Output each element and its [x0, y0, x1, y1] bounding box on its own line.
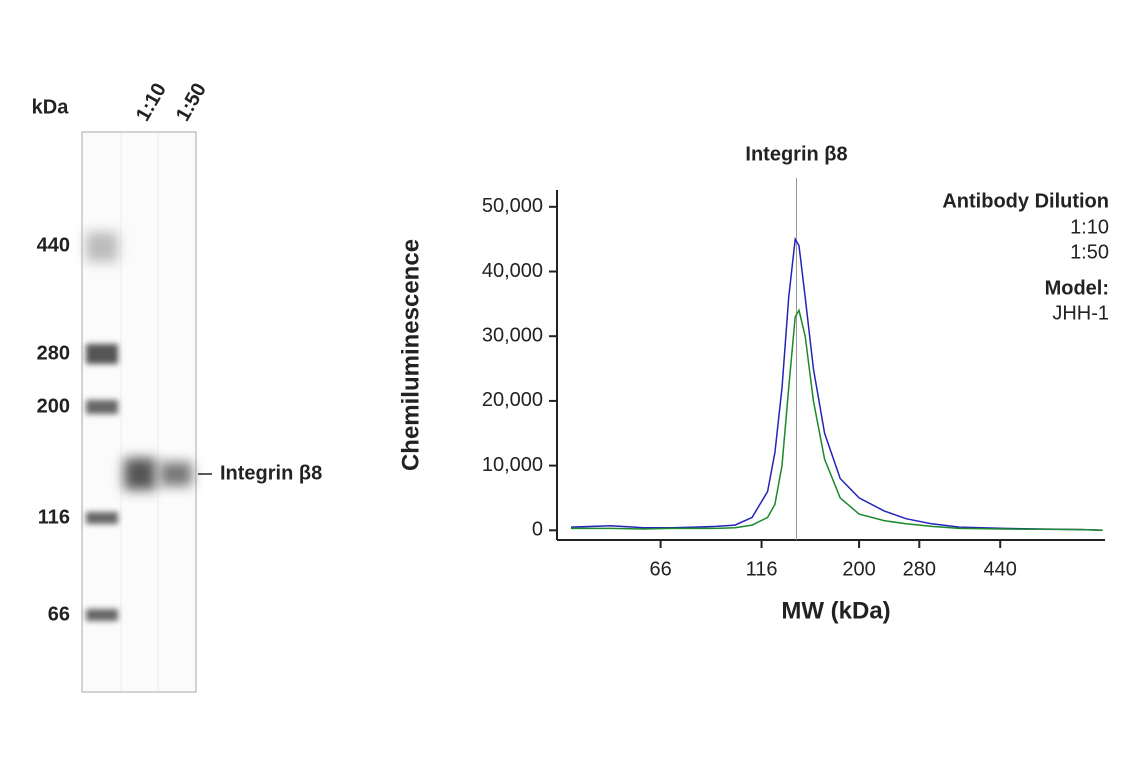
x-tick-label: 66 [649, 558, 671, 580]
ladder-band [86, 512, 118, 524]
x-tick-label: 200 [842, 558, 875, 580]
marker-label: 116 [38, 506, 70, 528]
kda-label: kDa [32, 96, 70, 118]
x-tick-label: 116 [746, 558, 778, 580]
y-axis-label: Chemiluminescence [397, 239, 424, 471]
ladder-band [86, 609, 118, 621]
ladder-band [86, 344, 118, 364]
ladder-band [86, 232, 118, 262]
x-tick-label: 440 [984, 558, 1017, 580]
blot: kDa 1:10 1:50 440 280 200 116 66 Integri… [32, 79, 322, 693]
series-line [570, 236, 1103, 532]
sample-band [124, 458, 156, 490]
legend-title: Antibody Dilution [942, 190, 1109, 212]
legend-entry: 1:10 [1070, 216, 1109, 238]
marker-label: 66 [48, 603, 70, 625]
marker-label: 440 [37, 234, 70, 256]
band-label: Integrin β8 [220, 462, 322, 484]
x-axis-label: MW (kDa) [781, 597, 890, 624]
y-tick-label: 40,000 [482, 260, 543, 282]
annotation-label: Integrin β8 [745, 143, 847, 165]
y-tick-label: 0 [532, 519, 543, 541]
sample-band [160, 462, 192, 486]
y-tick-label: 50,000 [482, 195, 543, 217]
lane-label: 1:10 [132, 79, 171, 125]
y-tick-label: 20,000 [482, 389, 543, 411]
marker-label: 200 [37, 395, 70, 417]
legend-entry: 1:50 [1070, 241, 1109, 263]
series-line [571, 308, 1103, 532]
note: JHH-1 [1052, 302, 1109, 324]
y-tick-label: 30,000 [482, 324, 543, 346]
note-title: Model: [1045, 277, 1109, 299]
y-tick-label: 10,000 [482, 454, 543, 476]
x-tick-label: 280 [903, 558, 936, 580]
lane-label: 1:50 [172, 79, 211, 125]
marker-label: 280 [37, 342, 70, 364]
ladder-band [86, 400, 118, 414]
